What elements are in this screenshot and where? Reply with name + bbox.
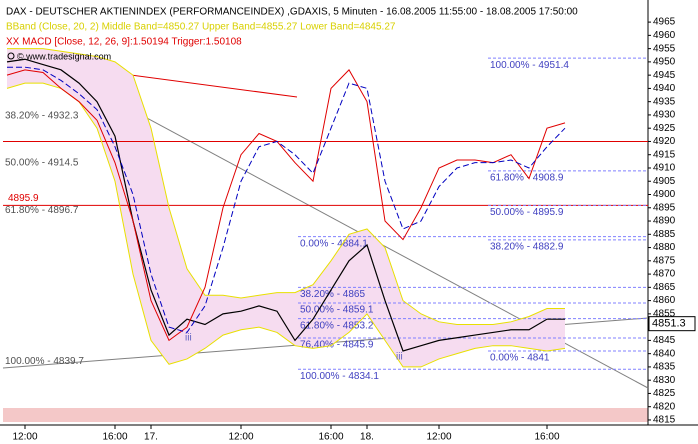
horizontal-line-label: 4895.9: [8, 193, 39, 204]
y-tick-label: 4915: [653, 149, 676, 160]
y-tick-label: 4840: [653, 348, 676, 359]
y-tick-label: 4955: [653, 43, 676, 54]
x-tick-label: 16:00: [102, 432, 127, 443]
y-tick-label: 4910: [653, 163, 676, 174]
y-tick-label: 4925: [653, 123, 676, 134]
y-tick-label: 4845: [653, 335, 676, 346]
x-tick-label: 16:00: [318, 432, 343, 443]
fib-label: 50.00% - 4914.5: [5, 158, 79, 169]
y-tick-label: 4875: [653, 255, 676, 266]
fib-label: 50.00% - 4859.1: [300, 305, 374, 316]
y-tick-label: 4835: [653, 362, 676, 373]
x-tick-label: 12:00: [228, 432, 253, 443]
series-line: [7, 66, 566, 334]
fib-label: 61.80% - 4896.7: [5, 205, 79, 216]
fib-label: 100.00% - 4834.1: [300, 371, 379, 382]
y-tick-label: 4885: [653, 229, 676, 240]
y-tick-label: 4920: [653, 136, 676, 147]
fib-label: 0.00% - 4884.1: [300, 238, 368, 249]
y-tick-label: 4855: [653, 309, 676, 320]
y-tick-label: 4830: [653, 375, 676, 386]
y-tick-label: 4895: [653, 202, 676, 213]
logo: [7, 52, 15, 60]
indicator-label: XX MACD [Close, 12, 26, 9]:1.50194 Trigg…: [6, 37, 242, 48]
series-line: [7, 48, 565, 325]
volume-strip: [3, 408, 648, 422]
fib-label: 38.20% - 4932.3: [5, 110, 79, 121]
y-tick-label: 4865: [653, 282, 676, 293]
y-tick-label: 4965: [653, 17, 676, 28]
y-tick-label: 4825: [653, 388, 676, 399]
fib-label: 0.00% - 4841: [490, 353, 550, 364]
watermark: © www.tradesignal.com: [17, 51, 111, 61]
series-line: [6, 58, 565, 352]
x-tick-label: 12:00: [426, 432, 451, 443]
x-tick-label: 16:00: [534, 432, 559, 443]
last-value-box: [648, 316, 696, 332]
band-fill: [7, 48, 565, 367]
y-tick-label: 4860: [653, 295, 676, 306]
fib-label: 76.40% - 4845.9: [300, 340, 374, 351]
y-tick-label: 4870: [653, 269, 676, 280]
y-tick-label: 4820: [653, 401, 676, 412]
fib-label: 61.80% - 4853.2: [300, 320, 374, 331]
x-tick-label: 12:00: [12, 432, 37, 443]
y-tick-label: 4905: [653, 176, 676, 187]
plot-area: 4895.9 100.00% - 4951.4 61.80% - 4908.9 50.…: [3, 48, 648, 382]
x-tick-label: 17.: [144, 432, 158, 443]
y-tick-label: 4900: [653, 189, 676, 200]
wave-label: iii: [396, 352, 403, 363]
y-tick-label: 4890: [653, 216, 676, 227]
series-line: [6, 69, 566, 342]
wave-label: iii: [185, 333, 192, 344]
fib-label: 100.00% - 4951.4: [490, 60, 569, 71]
x-tick-label: 18.: [360, 432, 374, 443]
last-value-label: 4851.3: [652, 318, 686, 330]
chart-title: DAX - DEUTSCHER AKTIENINDEX (PERFORMANCE…: [6, 7, 578, 18]
y-tick-label: 4960: [653, 30, 676, 41]
y-tick-label: 4880: [653, 242, 676, 253]
chart-subtitle: BBand (Close, 20, 2) Middle Band=4850.27…: [6, 22, 396, 33]
fib-label: 100.00% - 4839.7: [5, 356, 84, 367]
y-tick-label: 4930: [653, 110, 676, 121]
fib-label: 38.20% - 4882.9: [490, 242, 564, 253]
y-tick-label: 4935: [653, 96, 676, 107]
y-tick-label: 4940: [653, 83, 676, 94]
y-tick-label: 4945: [653, 70, 676, 81]
fib-label: 38.20% - 4865: [300, 289, 365, 300]
series-line: [6, 82, 566, 368]
y-tick-label: 4950: [653, 57, 676, 68]
fib-label: 50.00% - 4895.9: [490, 207, 564, 218]
y-tick-label: 4815: [653, 415, 676, 426]
fib-label: 61.80% - 4908.9: [490, 173, 564, 184]
